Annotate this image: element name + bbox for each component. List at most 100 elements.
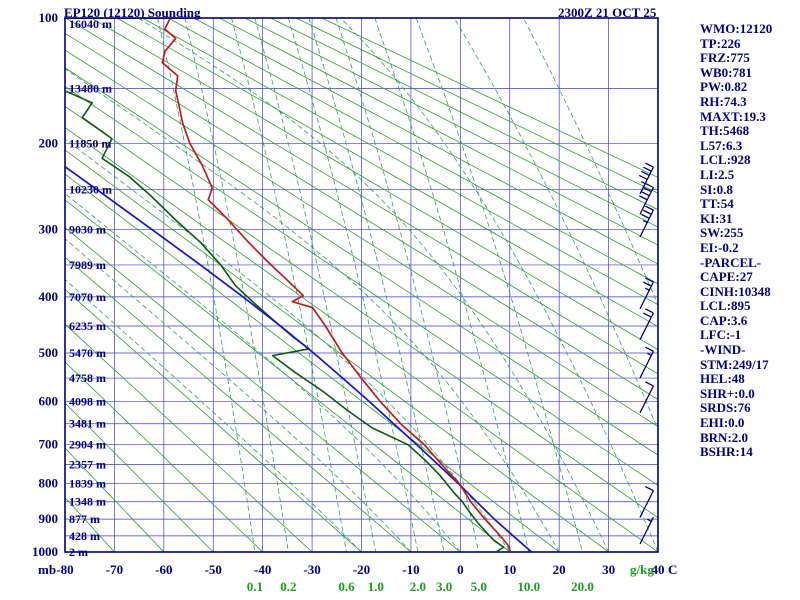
pressure-tick-label: 800 — [39, 476, 59, 491]
temperature-tick-label: 20 — [553, 562, 566, 577]
wind-barb-full — [638, 195, 648, 201]
page-title: EP120 (12120) Sounding — [64, 5, 201, 20]
height-label: 4758 m — [69, 371, 106, 385]
mixing-unit-label: g/kg — [630, 562, 654, 577]
wind-barb-full — [643, 209, 652, 215]
dry-adiabat-line — [65, 85, 658, 486]
index-line: BRN:2.0 — [700, 429, 749, 445]
wind-barb-staff — [639, 385, 654, 414]
mixing-ratio-line — [415, 18, 583, 552]
wind-barb-half — [644, 287, 650, 291]
dry-adiabat-line — [65, 105, 658, 519]
wind-barb-full — [645, 486, 654, 492]
index-line: TH:5468 — [700, 123, 750, 139]
pressure-tick-label: 1000 — [32, 544, 58, 559]
wind-barb-full — [643, 312, 652, 318]
moist-adiabat-line — [340, 18, 658, 552]
height-label: 16040 m — [69, 17, 112, 31]
dry-adiabat-line — [65, 447, 165, 552]
index-line: EHI:0.0 — [700, 415, 745, 431]
dry-adiabat-line — [65, 173, 560, 552]
dry-adiabat-line — [142, 18, 658, 306]
height-label: 428 m — [69, 529, 100, 543]
dry-adiabat-line — [65, 288, 362, 552]
index-line: LCL:895 — [700, 298, 751, 314]
dry-adiabat-line — [193, 18, 658, 265]
mixing-ratio-line — [335, 18, 480, 552]
wind-barb-full — [643, 281, 652, 287]
pressure-tick-label: 100 — [39, 10, 59, 25]
mixing-ratio-label: 0.1 — [247, 579, 263, 594]
index-line: CAP:3.6 — [700, 312, 748, 328]
index-line: CAPE:27 — [700, 269, 753, 285]
index-line: SI:0.8 — [700, 181, 733, 197]
height-label: 4098 m — [69, 395, 106, 409]
dry-adiabat-line — [65, 199, 510, 552]
mixing-ratio-line — [231, 18, 347, 552]
index-line: EI:-0.2 — [700, 239, 739, 255]
dry-adiabat-line — [167, 18, 658, 285]
dry-adiabat-line — [65, 49, 658, 427]
moist-adiabat-line — [65, 138, 511, 552]
index-line: PW:0.82 — [700, 79, 748, 95]
height-label: 11850 m — [69, 137, 111, 151]
dry-adiabat-line — [116, 18, 658, 328]
temperature-tick-label: 30 — [602, 562, 615, 577]
indices-panel: WMO:12120 TP:226 FRZ:775 WB0:781 PW:0.82 RH:7… — [700, 21, 772, 460]
pressure-tick-label: 500 — [39, 345, 59, 360]
wind-barb-full — [640, 213, 650, 219]
mixing-ratio-label: 0.2 — [280, 579, 296, 594]
temperature-tick-label: -40 — [254, 562, 271, 577]
height-label: 2 m — [69, 545, 88, 559]
temperature-tick-label: -60 — [155, 562, 172, 577]
mixing-ratio-line — [287, 18, 419, 552]
temperature-tick-label: -10 — [402, 562, 419, 577]
dry-adiabat-line — [65, 18, 658, 375]
wind-barb-full — [640, 191, 650, 197]
index-line: TT:54 — [700, 196, 734, 212]
dry-adiabat-line — [65, 126, 658, 552]
wind-barb-full — [645, 205, 654, 211]
wind-barb-half — [640, 180, 646, 185]
dry-adiabat-line — [219, 18, 658, 246]
mixing-ratio-label: 20.0 — [571, 579, 594, 594]
index-line: MAXT:19.3 — [700, 108, 766, 124]
moist-adiabat-line — [65, 193, 461, 552]
wind-barb-full — [643, 186, 652, 193]
temperature-tick-label: -70 — [106, 562, 123, 577]
mixing-ratio-label: 1.0 — [368, 579, 384, 594]
index-line: TP:226 — [700, 35, 741, 51]
wind-barb-full — [645, 162, 654, 168]
pressure-tick-label: 600 — [39, 394, 59, 409]
moist-adiabats — [65, 18, 658, 552]
mixing-ratio-line — [157, 18, 256, 552]
index-line: LCL:928 — [700, 152, 751, 168]
index-line: -PARCEL- — [700, 254, 762, 270]
wind-barb-full — [645, 308, 654, 314]
temperature-tick-label: -30 — [303, 562, 320, 577]
height-label: 9030 m — [69, 223, 106, 237]
mixing-ratio-label: 10.0 — [517, 579, 540, 594]
dry-adiabats — [65, 18, 658, 552]
dry-adiabat-line — [295, 18, 658, 194]
pressure-tick-label: 700 — [39, 437, 59, 452]
dry-adiabat-line — [65, 149, 609, 552]
dry-adiabat-line — [65, 551, 66, 552]
dry-adiabat-line — [65, 323, 313, 552]
height-label: 10230 m — [69, 183, 112, 197]
dewpoint-trace — [65, 90, 505, 552]
index-line: LI:2.5 — [700, 166, 735, 182]
index-line: SRDS:76 — [700, 400, 751, 416]
moist-adiabat-line — [523, 18, 658, 306]
index-line: SHR+:0.0 — [700, 385, 755, 401]
height-label: 5470 m — [69, 346, 106, 360]
wind-barb-half — [642, 219, 648, 224]
dry-adiabat-line — [91, 18, 658, 351]
pressure-tick-label: 300 — [39, 222, 59, 237]
height-label: 13480 m — [69, 81, 112, 95]
mixing-ratio-label: 5.0 — [471, 579, 487, 594]
pressure-tick-label: 200 — [39, 136, 59, 151]
index-line: RH:74.3 — [700, 93, 747, 109]
index-line: -WIND- — [700, 342, 746, 358]
